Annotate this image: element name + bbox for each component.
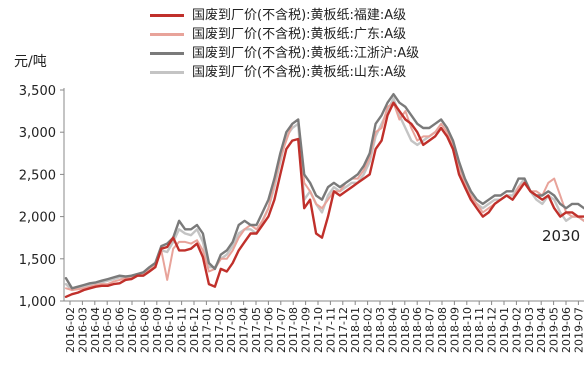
y-tick-label: 3,500 xyxy=(19,84,56,99)
legend-swatch-jiangzhehu xyxy=(150,52,184,55)
x-tick-label: 2016-03 xyxy=(76,307,89,353)
legend-label-jiangzhehu: 国废到厂价(不含税):黄板纸:江浙沪:A级 xyxy=(192,46,420,61)
x-tick-label: 2018-05 xyxy=(399,307,412,353)
y-tick-label: 2,000 xyxy=(19,211,56,226)
y-tick-label: 1,500 xyxy=(19,253,56,268)
x-tick-label: 2017-03 xyxy=(225,307,238,353)
x-tick-label: 2019-01 xyxy=(498,307,511,353)
x-tick-label: 2019-02 xyxy=(510,307,523,353)
x-tick-label: 2018-11 xyxy=(473,307,486,353)
y-axis-label: 元/吨 xyxy=(14,54,47,70)
annotation-label: 2030 xyxy=(542,227,580,245)
legend: 国废到厂价(不含税):黄板纸:福建:A级 国废到厂价(不含税):黄板纸:广东:A… xyxy=(150,6,419,82)
series-line-fujian xyxy=(64,101,584,298)
legend-item-guangdong: 国废到厂价(不含税):黄板纸:广东:A级 xyxy=(150,25,419,44)
legend-swatch-fujian xyxy=(150,14,184,17)
x-tick-label: 2016-06 xyxy=(114,307,127,353)
x-tick-label: 2017-01 xyxy=(200,307,213,353)
x-tick-label: 2017-12 xyxy=(337,307,350,353)
x-tick-label: 2016-07 xyxy=(126,307,139,353)
legend-item-fujian: 国废到厂价(不含税):黄板纸:福建:A级 xyxy=(150,6,419,25)
x-tick-label: 2016-12 xyxy=(188,307,201,353)
x-tick-label: 2019-06 xyxy=(560,307,573,353)
x-tick-label: 2016-02 xyxy=(64,307,77,353)
legend-item-jiangzhehu: 国废到厂价(不含税):黄板纸:江浙沪:A级 xyxy=(150,44,419,63)
x-tick-label: 2019-03 xyxy=(523,307,536,353)
axes xyxy=(60,88,584,305)
x-tick-label: 2018-08 xyxy=(436,307,449,353)
x-tick-label: 2018-03 xyxy=(374,307,387,353)
series-group xyxy=(64,92,584,298)
x-tick-label: 2016-08 xyxy=(138,307,151,353)
legend-item-shandong: 国废到厂价(不含税):黄板纸:山东:A级 xyxy=(150,63,419,82)
x-tick-label: 2018-07 xyxy=(424,307,437,353)
legend-swatch-shandong xyxy=(150,71,184,74)
x-tick-label: 2018-09 xyxy=(448,307,461,353)
legend-label-shandong: 国废到厂价(不含税):黄板纸:山东:A级 xyxy=(192,65,407,80)
x-tick-label: 2016-04 xyxy=(89,307,102,353)
x-tick-label: 2019-07 xyxy=(572,307,584,353)
x-tick-label: 2018-01 xyxy=(349,307,362,353)
y-tick-label: 2,500 xyxy=(19,168,56,183)
x-tick-label: 2016-11 xyxy=(176,307,189,353)
legend-label-guangdong: 国废到厂价(不含税):黄板纸:广东:A级 xyxy=(192,27,407,42)
x-tick-label: 2016-05 xyxy=(101,307,114,353)
x-tick-label: 2018-10 xyxy=(461,307,474,353)
x-tick-label: 2016-10 xyxy=(163,307,176,353)
x-tick-label: 2017-09 xyxy=(300,307,313,353)
x-tick-label: 2017-11 xyxy=(324,307,337,353)
x-tick-label: 2018-06 xyxy=(411,307,424,353)
x-tick-label: 2017-06 xyxy=(262,307,275,353)
x-tick-label: 2017-05 xyxy=(250,307,263,353)
x-tick-label: 2017-02 xyxy=(213,307,226,353)
x-tick-label: 2019-04 xyxy=(535,307,548,353)
x-tick-label: 2016-09 xyxy=(151,307,164,353)
legend-swatch-guangdong xyxy=(150,33,184,36)
x-tick-label: 2017-04 xyxy=(238,307,251,353)
x-tick-label: 2017-08 xyxy=(287,307,300,353)
legend-label-fujian: 国废到厂价(不含税):黄板纸:福建:A级 xyxy=(192,8,407,23)
x-tick-label: 2019-05 xyxy=(548,307,561,353)
series-line-jiangzhehu xyxy=(64,92,584,290)
y-tick-label: 1,000 xyxy=(19,295,56,310)
x-tick-label: 2018-12 xyxy=(486,307,499,353)
x-tick-label: 2017-10 xyxy=(312,307,325,353)
x-tick-label: 2017-07 xyxy=(275,307,288,353)
y-tick-label: 3,000 xyxy=(19,126,56,141)
x-tick-label: 2018-02 xyxy=(362,307,375,353)
x-tick-label: 2018-04 xyxy=(386,307,399,353)
